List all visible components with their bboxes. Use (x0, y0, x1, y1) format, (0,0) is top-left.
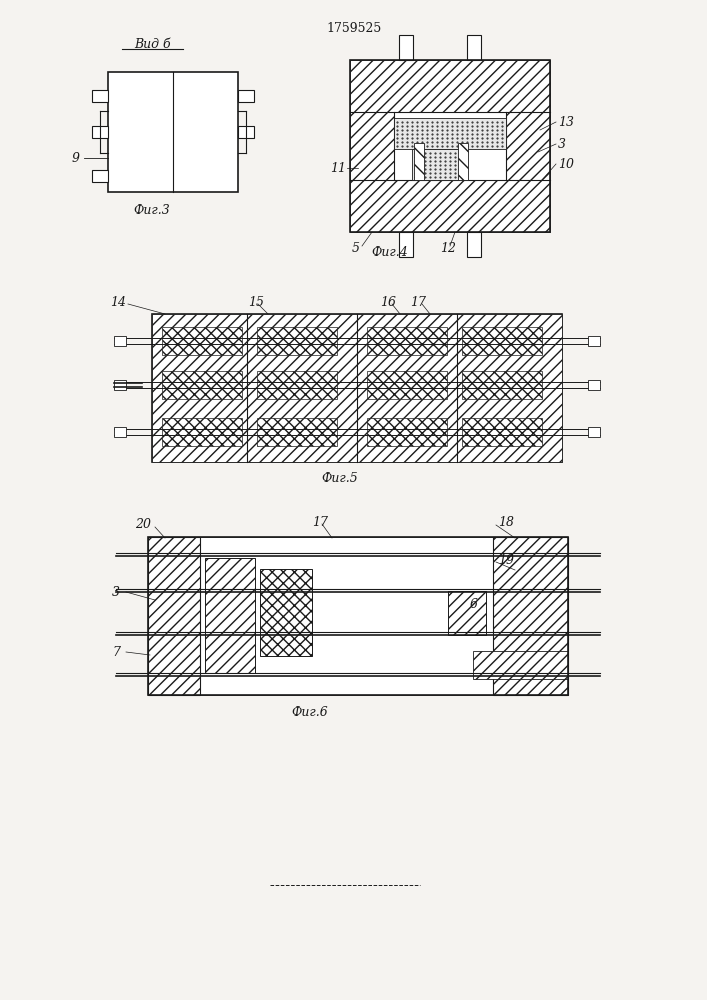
Bar (152, 314, 562, 462)
Bar (114, 336, 126, 346)
Bar (238, 90, 254, 102)
Bar (152, 314, 562, 462)
Bar (114, 427, 126, 437)
Bar (92, 90, 108, 102)
Bar (200, 537, 493, 695)
Text: 13: 13 (558, 115, 574, 128)
Bar (367, 418, 447, 446)
Bar (467, 35, 481, 60)
Text: Вид б: Вид б (134, 38, 170, 51)
Bar (238, 126, 254, 138)
Bar (350, 180, 550, 232)
Text: 18: 18 (498, 516, 514, 528)
Text: 3: 3 (112, 585, 120, 598)
Bar (588, 427, 600, 437)
Text: Фиг.3: Фиг.3 (134, 204, 170, 217)
Text: 1759525: 1759525 (327, 22, 382, 35)
Bar (462, 418, 542, 446)
Bar (462, 371, 542, 399)
Text: 20: 20 (135, 518, 151, 532)
Text: 9: 9 (72, 151, 80, 164)
Bar (458, 143, 469, 180)
Text: 11: 11 (330, 161, 346, 174)
Bar (506, 112, 550, 180)
Bar (92, 170, 108, 182)
Bar (92, 126, 108, 138)
Text: 15: 15 (248, 296, 264, 308)
Bar (367, 371, 447, 399)
Bar (257, 418, 337, 446)
Text: 17: 17 (410, 296, 426, 308)
Bar (257, 371, 337, 399)
Bar (350, 60, 550, 232)
Bar (493, 537, 568, 695)
Text: 16: 16 (380, 296, 396, 308)
Bar (412, 149, 463, 180)
Bar (367, 327, 447, 355)
Bar (399, 232, 413, 257)
Bar (399, 35, 413, 60)
Text: 17: 17 (312, 516, 328, 528)
Text: 5: 5 (352, 241, 360, 254)
Text: 3: 3 (558, 137, 566, 150)
Bar (148, 537, 568, 695)
Bar (394, 112, 506, 180)
Text: 7: 7 (112, 646, 120, 658)
Text: Фиг.4: Фиг.4 (372, 245, 409, 258)
Bar (162, 327, 242, 355)
Bar (162, 418, 242, 446)
Bar (350, 112, 394, 180)
Bar (414, 143, 423, 180)
Bar (462, 327, 542, 355)
Bar (148, 537, 200, 695)
Bar (257, 327, 337, 355)
Text: 6: 6 (470, 598, 478, 611)
Text: 14: 14 (110, 296, 126, 308)
Bar (114, 380, 126, 390)
Bar (448, 591, 486, 635)
Bar (205, 558, 255, 673)
Text: 10: 10 (558, 157, 574, 170)
Bar (473, 651, 568, 679)
Text: Фиг.5: Фиг.5 (322, 472, 358, 485)
Text: 19: 19 (498, 554, 514, 566)
Bar (588, 380, 600, 390)
Text: 12: 12 (440, 241, 456, 254)
Bar (467, 232, 481, 257)
Text: Фиг.6: Фиг.6 (291, 706, 328, 718)
Bar (350, 60, 550, 112)
Bar (108, 72, 238, 192)
Bar (260, 569, 312, 656)
Bar (588, 336, 600, 346)
Bar (162, 371, 242, 399)
Bar (394, 118, 506, 149)
